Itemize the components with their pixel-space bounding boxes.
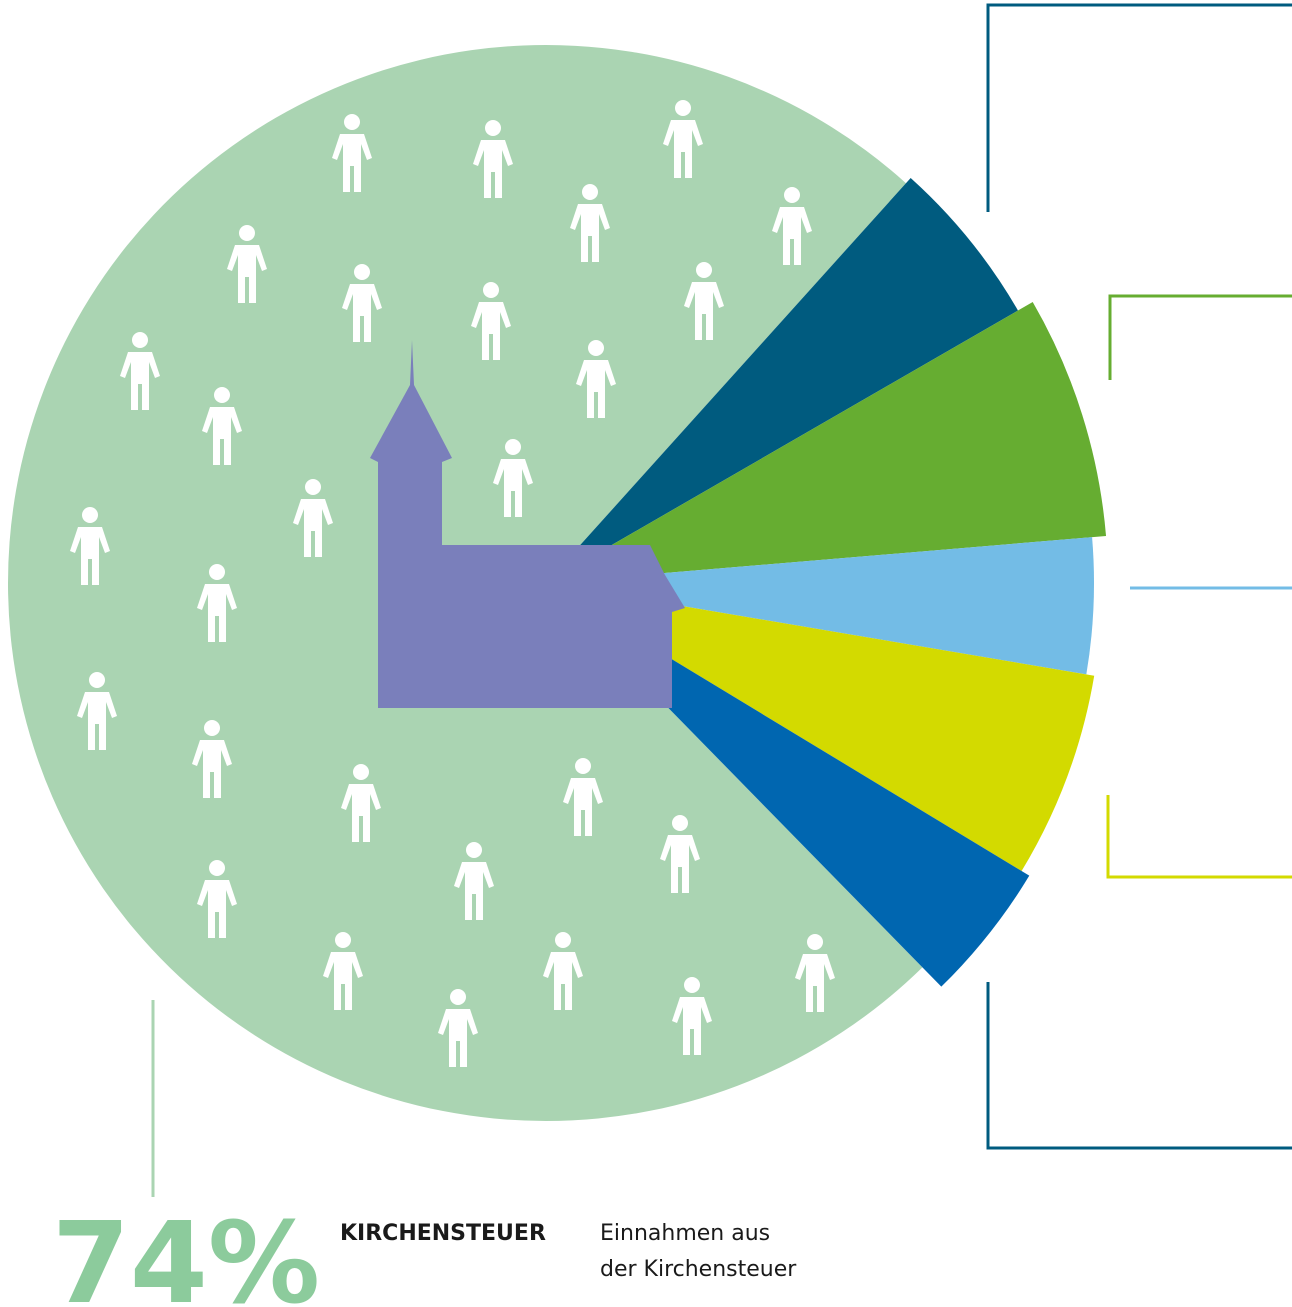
frame-line bbox=[1106, 795, 1292, 879]
pie-slice bbox=[546, 537, 1094, 675]
pie-slice bbox=[546, 302, 1107, 583]
frame-line bbox=[986, 3, 1292, 212]
frame-line bbox=[986, 982, 1292, 1150]
leader-frames bbox=[151, 3, 1292, 1197]
pie-slice bbox=[546, 583, 1095, 872]
church bbox=[370, 340, 685, 708]
category-label: KIRCHENSTEUER bbox=[340, 1221, 546, 1246]
description: der Kirchensteuer bbox=[600, 1257, 797, 1282]
description: Einnahmen aus bbox=[600, 1221, 770, 1246]
frame-line bbox=[1108, 294, 1292, 380]
pie-slice bbox=[546, 177, 1018, 583]
value-label: 74% bbox=[52, 1199, 320, 1307]
